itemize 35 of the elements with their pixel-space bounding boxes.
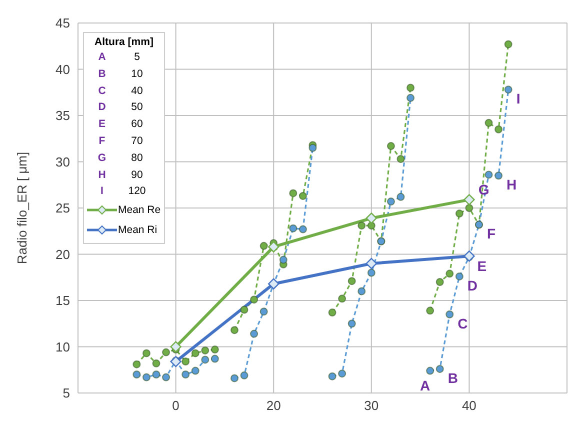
text: A 5 [98,51,140,63]
text: I 120 [100,185,146,198]
y-tick-label: 35 [56,108,70,124]
text: E 60 [98,118,143,130]
x-tick-label: 0 [172,398,180,414]
text: B 10 [98,68,143,80]
y-tick-label: 15 [56,293,70,308]
y-tick-label: 10 [56,339,70,354]
y-tick-label: 40 [56,62,70,77]
x-tick-label: 30 [364,398,379,414]
legend-title: Altura [mm] [94,36,154,48]
annotation: C [458,315,468,332]
y-tick-label: 25 [56,200,70,216]
y-tick-label: 20 [56,246,70,262]
annotation: F [486,226,496,242]
annotation: G [478,182,490,198]
y-tick-label: 30 [56,154,70,170]
annotation: D [467,277,478,294]
legend-label: Mean Re [118,203,161,218]
text: F 70 [98,134,143,147]
annotation: I [516,90,520,107]
text: G 80 [98,152,143,164]
annotation: E [477,258,487,274]
legend-label: Mean Ri [118,223,158,238]
y-tick-label: 5 [62,386,70,401]
text: C 40 [98,84,143,97]
y-tick-label: 45 [56,16,70,31]
annotation: A [420,378,430,394]
y-axis-title: Radio filo_ER [ μm] [14,152,30,264]
text: D 50 [98,101,143,114]
annotation: H [506,176,517,193]
annotation: B [448,370,458,386]
x-tick-label: 20 [266,398,281,414]
text: H 90 [98,168,143,181]
x-tick-label: 40 [462,398,476,414]
